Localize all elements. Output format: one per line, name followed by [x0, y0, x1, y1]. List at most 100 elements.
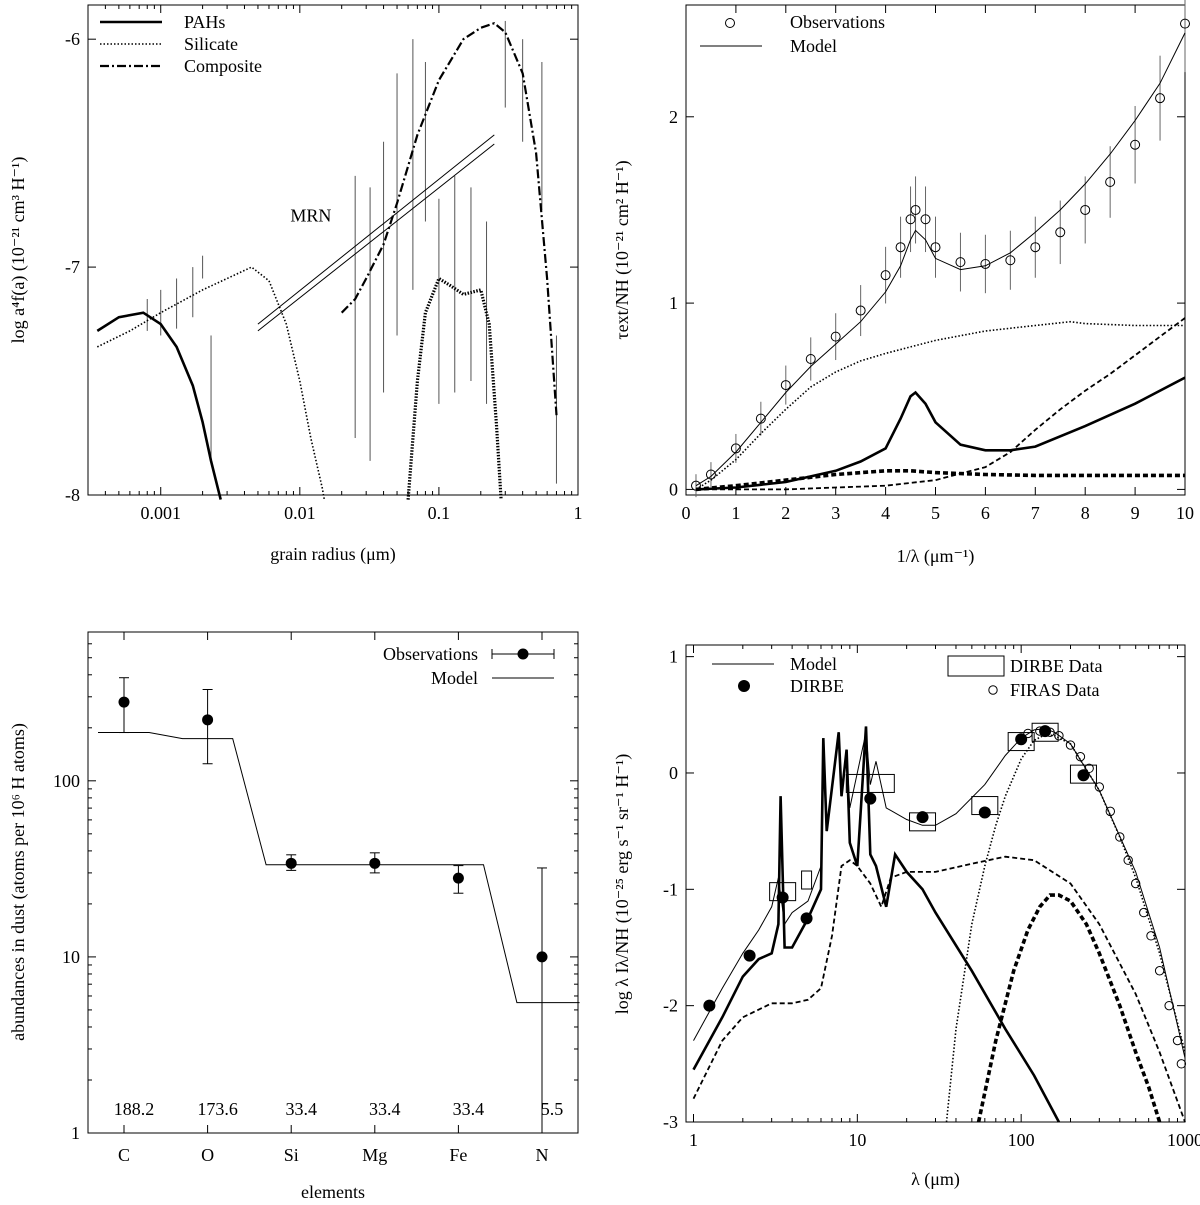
legend-label: Model [431, 668, 478, 688]
observation-point [805, 353, 816, 364]
observation-point [118, 696, 130, 708]
observation-point [980, 258, 991, 269]
firas-point [1054, 731, 1064, 741]
dirbe-point [978, 806, 991, 819]
y-tick-label: 0 [669, 763, 678, 783]
observation-point [536, 951, 548, 963]
observation-point [1030, 242, 1041, 253]
y-tick-label: 0 [669, 479, 678, 499]
size-distribution-panel: 0.001 0.01 0.1 1 -8 -7 -6 MRN PAHsSilicateCompos… [8, 4, 583, 565]
x-tick-label: 0 [682, 503, 691, 523]
legend-label: FIRAS Data [1010, 680, 1100, 700]
legend-label: DIRBE [790, 676, 844, 696]
x-axis-label: elements [301, 1182, 365, 1202]
observation-point [755, 413, 766, 424]
observation-point [910, 204, 921, 215]
component-curve [695, 469, 1185, 492]
observation-point [1130, 139, 1141, 150]
component-curve [695, 320, 1185, 491]
component-curve [976, 893, 1162, 1123]
component-curve [692, 855, 1186, 1123]
legend-marker [988, 685, 998, 695]
component-curve [695, 376, 1186, 491]
series-silicate [96, 266, 326, 500]
observation-point [1055, 227, 1066, 238]
mrn-line [257, 134, 495, 325]
x-tick-label: 5 [931, 503, 940, 523]
x-tick-label: 0.001 [140, 503, 181, 523]
firas-point [1075, 751, 1086, 762]
y-axis-label: τext/NH (10⁻²¹ cm² H⁻¹) [612, 160, 633, 339]
x-tick-label: 6 [981, 503, 990, 523]
category-label: Si [284, 1145, 299, 1165]
category-label: C [118, 1145, 130, 1165]
observation-point [1080, 204, 1091, 215]
component-curve [696, 317, 1186, 491]
y-tick-label: -6 [65, 29, 80, 49]
dirbe-point [743, 949, 756, 962]
y-tick-label: 10 [62, 947, 80, 967]
y-axis-label: log λ Iλ/NH (10⁻²⁵ erg s⁻¹ sr⁻¹ H⁻¹) [612, 754, 633, 1014]
legend-label: Model [790, 654, 837, 674]
observation-point [780, 380, 791, 391]
firas-point [1115, 832, 1125, 842]
observation-point [830, 331, 841, 342]
y-tick-label: 1 [669, 647, 678, 667]
dirbe-point [1039, 725, 1052, 738]
legend-label: DIRBE Data [1010, 656, 1102, 676]
x-tick-label: 0.01 [284, 503, 316, 523]
plot-frame [87, 4, 579, 496]
observation-point [895, 242, 906, 253]
series-model [693, 728, 1186, 1059]
firas-point [1084, 763, 1094, 774]
y-tick-label: -1 [663, 879, 678, 899]
firas-point [1130, 878, 1141, 889]
y-tick-label: 1 [669, 293, 678, 313]
legend-marker [517, 648, 529, 660]
category-label: Fe [449, 1145, 467, 1165]
series-model [695, 32, 1186, 487]
observation-point [920, 214, 931, 225]
model-value-label: 5.5 [541, 1099, 564, 1119]
legend-marker [738, 680, 750, 692]
firas-point [1065, 740, 1076, 750]
observation-point [855, 305, 866, 316]
x-tick-label: 2 [781, 503, 790, 523]
firas-point [1164, 1000, 1174, 1011]
dirbe-point [776, 891, 789, 904]
plot-frame [685, 644, 1186, 1123]
legend-label: Model [790, 36, 837, 56]
y-tick-label: 100 [53, 771, 80, 791]
x-axis-label: 1/λ (μm⁻¹) [897, 546, 975, 567]
model-step-line [98, 732, 580, 1004]
observation-point [1105, 176, 1116, 187]
firas-point [1154, 966, 1165, 976]
observation-point [880, 270, 891, 281]
observation-point [1005, 255, 1016, 266]
x-tick-label: 7 [1031, 503, 1040, 523]
category-label: O [201, 1145, 214, 1165]
model-value-label: 188.2 [114, 1099, 155, 1119]
mrn-annotation: MRN [290, 206, 331, 226]
legend-label: PAHs [184, 12, 225, 32]
observation-point [202, 714, 214, 726]
y-axis-label: abundances in dust (atoms per 10⁶ H atom… [8, 723, 29, 1041]
y-tick-label: 2 [669, 107, 678, 127]
legend-label: Observations [790, 12, 885, 32]
x-tick-label: 100 [1008, 1130, 1035, 1150]
dirbe-data-box [801, 870, 813, 890]
observation-point [955, 257, 966, 268]
x-tick-label: 10 [848, 1130, 866, 1150]
legend-label: Silicate [184, 34, 238, 54]
component-curve [692, 726, 1061, 1123]
observation-point [1155, 93, 1166, 104]
x-tick-label: 8 [1081, 503, 1090, 523]
firas-point [1139, 907, 1149, 918]
legend-marker [725, 18, 735, 28]
abundances-panel: C O Si Mg Fe N 1 10 100 188.2 173.6 33.4 33.4 33.4 5.5… [8, 631, 580, 1202]
mrn-line [257, 143, 495, 332]
legend-box [947, 655, 1005, 677]
category-label: N [536, 1145, 549, 1165]
observation-point [705, 469, 716, 480]
